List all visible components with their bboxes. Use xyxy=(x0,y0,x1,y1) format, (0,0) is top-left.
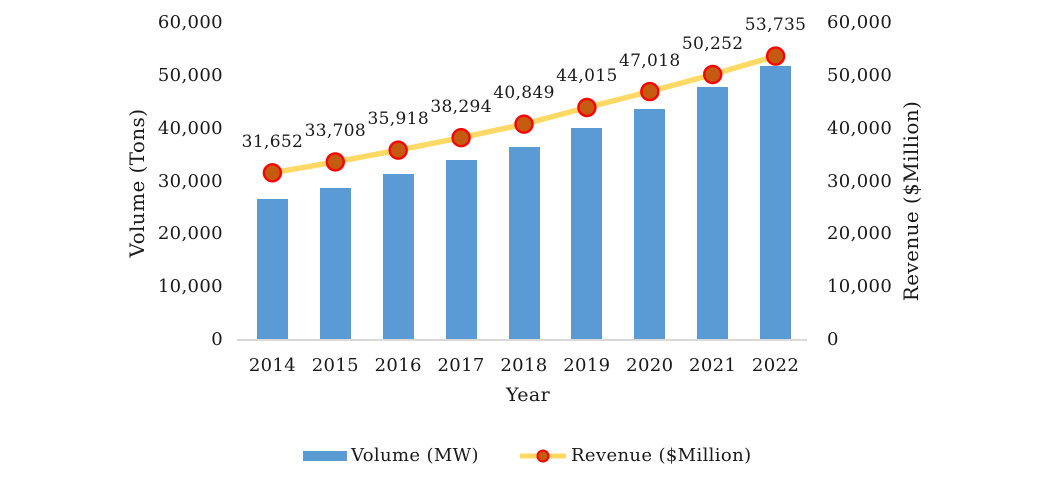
revenue-marker-2021 xyxy=(703,64,723,85)
legend-label-revenue: Revenue ($Million) xyxy=(571,445,752,466)
revenue-marker-2020 xyxy=(640,81,660,102)
x-axis-tick-label-2019: 2019 xyxy=(563,355,611,376)
right-axis-tick-label: 50,000 xyxy=(827,64,893,86)
legend-line-swatch-icon xyxy=(520,449,566,462)
right-axis-tick-label: 10,000 xyxy=(827,276,893,298)
volume-bar-2017 xyxy=(445,159,477,340)
right-axis-tick-label: 20,000 xyxy=(827,223,893,245)
revenue-data-label-2019: 44,015 xyxy=(556,66,618,87)
volume-bar-2016 xyxy=(382,173,414,340)
left-axis-tick-label: 20,000 xyxy=(157,223,223,245)
legend-label-volume: Volume (MW) xyxy=(351,445,479,466)
revenue-data-label-2015: 33,708 xyxy=(304,120,367,141)
line-series xyxy=(262,46,786,183)
left-axis-tick-label: 30,000 xyxy=(157,170,223,192)
left-axis-tick-label: 60,000 xyxy=(157,12,223,33)
volume-bar-2018 xyxy=(508,147,540,340)
legend-item-volume: Volume (MW) xyxy=(303,445,479,466)
revenue-data-label-2018: 40,849 xyxy=(493,83,555,104)
volume-bar-2015 xyxy=(319,187,351,340)
x-axis-tick-label-2014: 2014 xyxy=(248,355,297,376)
revenue-data-label-2021: 50,252 xyxy=(681,33,744,54)
x-axis-tick-label-2022: 2022 xyxy=(751,355,800,376)
revenue-data-label-2022: 53,735 xyxy=(744,15,807,36)
revenue-data-label-2014: 31,652 xyxy=(241,131,304,152)
x-axis-tick-label-2018: 2018 xyxy=(500,355,548,376)
left-axis-tick-label: 40,000 xyxy=(157,117,223,139)
volume-bar-2019 xyxy=(571,127,603,340)
right-axis-tick-label: 30,000 xyxy=(827,170,893,192)
revenue-marker-2014 xyxy=(262,163,283,183)
revenue-data-label-2017: 38,294 xyxy=(430,96,492,117)
volume-bar-2022 xyxy=(760,65,792,340)
plot-area xyxy=(241,23,807,340)
volume-bar-2020 xyxy=(634,108,666,340)
revenue-data-label-2020: 47,018 xyxy=(619,50,681,71)
volume-bar-2021 xyxy=(697,87,729,340)
right-axis-tick-label: 60,000 xyxy=(827,12,893,33)
legend-item-revenue: Revenue ($Million) xyxy=(519,445,751,466)
right-axis-tick-label: 0 xyxy=(827,329,839,350)
x-axis-tick-label-2017: 2017 xyxy=(437,355,485,376)
revenue-marker-2015 xyxy=(325,152,346,172)
left-axis-tick-label: 50,000 xyxy=(157,64,223,86)
legend-bar-swatch-icon xyxy=(303,450,347,461)
x-axis-tick-label-2020: 2020 xyxy=(626,355,674,376)
revenue-data-label-2016: 35,918 xyxy=(367,109,429,130)
left-axis-tick-label: 0 xyxy=(211,329,223,350)
revenue-marker-2019 xyxy=(577,97,597,118)
left-axis-tick-label: 10,000 xyxy=(157,276,223,298)
x-axis-tick-label-2021: 2021 xyxy=(689,355,737,376)
x-axis-tick-label-2016: 2016 xyxy=(374,355,422,376)
revenue-marker-2018 xyxy=(514,114,534,134)
volume-bar-2014 xyxy=(256,198,288,340)
x-axis-title: Year xyxy=(505,384,551,406)
right-axis-tick-label: 40,000 xyxy=(827,117,893,139)
revenue-marker-2017 xyxy=(451,127,471,148)
x-axis-tick-label-2015: 2015 xyxy=(311,355,359,376)
revenue-marker-2016 xyxy=(388,140,408,160)
x-axis-line xyxy=(237,339,807,341)
revenue-marker-2022 xyxy=(765,46,786,66)
